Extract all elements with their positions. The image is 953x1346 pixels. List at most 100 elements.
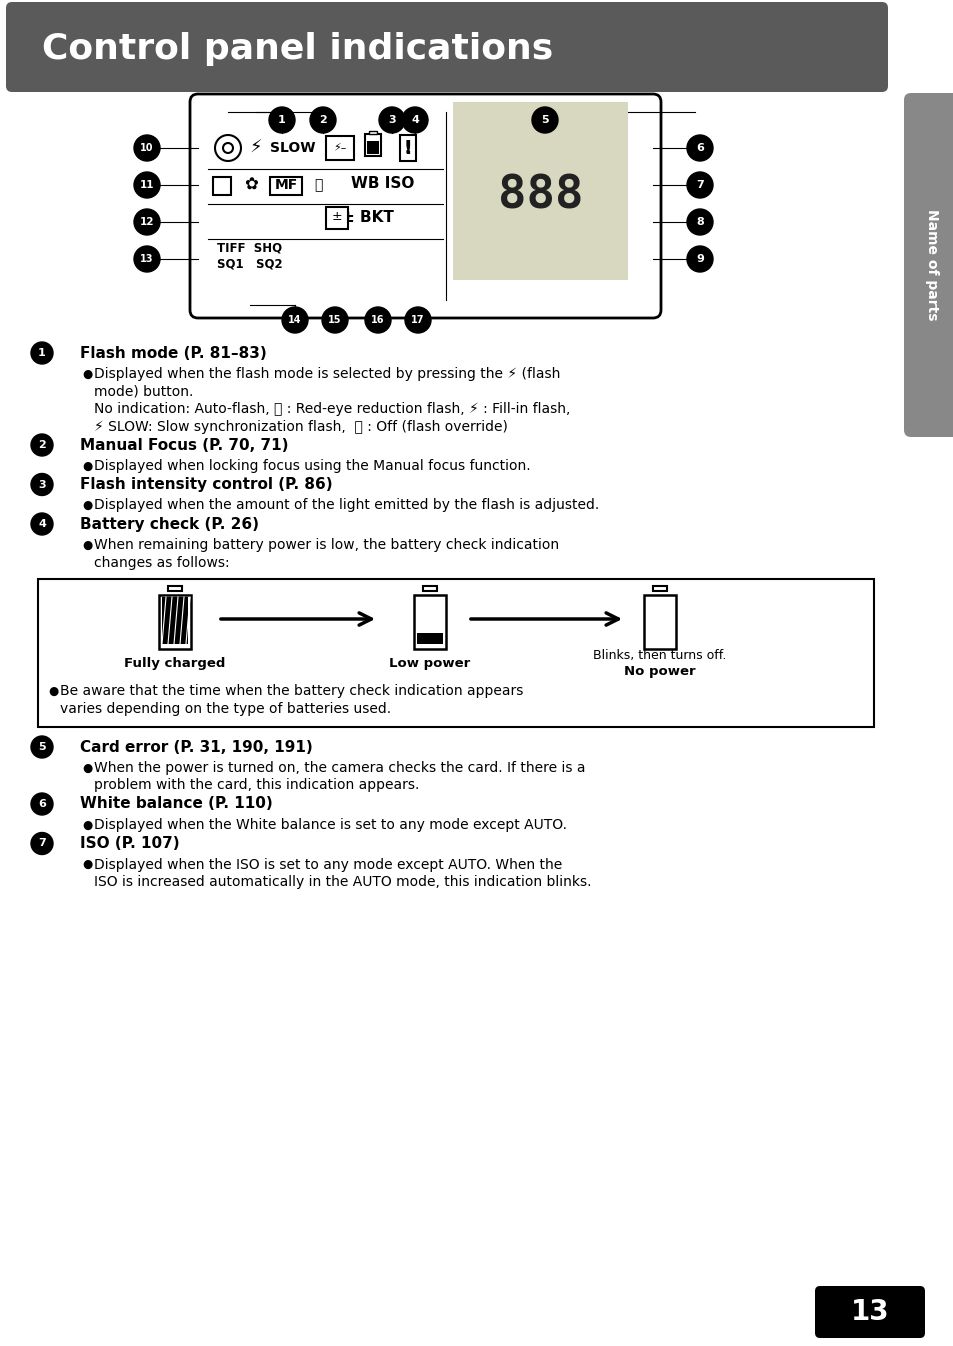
Circle shape <box>133 209 160 236</box>
Text: changes as follows:: changes as follows: <box>94 556 230 569</box>
Bar <box>326 136 354 160</box>
Text: ●: ● <box>82 818 92 832</box>
Text: 3: 3 <box>38 479 46 490</box>
FancyBboxPatch shape <box>190 94 660 318</box>
Circle shape <box>30 832 53 855</box>
Text: 5: 5 <box>540 114 548 125</box>
Circle shape <box>532 106 558 133</box>
Text: 10: 10 <box>140 143 153 153</box>
Text: 12: 12 <box>139 217 154 227</box>
Bar <box>422 586 436 591</box>
Text: mode) button.: mode) button. <box>94 385 193 398</box>
Circle shape <box>405 307 431 332</box>
Bar <box>326 207 348 229</box>
FancyBboxPatch shape <box>814 1285 924 1338</box>
Text: 5: 5 <box>38 742 46 752</box>
Circle shape <box>133 172 160 198</box>
Circle shape <box>686 172 712 198</box>
Circle shape <box>401 106 428 133</box>
Text: SQ1   SQ2: SQ1 SQ2 <box>217 257 282 271</box>
Circle shape <box>686 135 712 162</box>
Text: Card error (P. 31, 190, 191): Card error (P. 31, 190, 191) <box>80 739 313 755</box>
Text: Be aware that the time when the battery check indication appears: Be aware that the time when the battery … <box>60 684 523 699</box>
Text: Battery check (P. 26): Battery check (P. 26) <box>80 517 258 532</box>
Text: 1: 1 <box>278 114 286 125</box>
Circle shape <box>30 736 53 758</box>
Bar <box>453 102 627 280</box>
Text: Displayed when the ISO is set to any mode except AUTO. When the: Displayed when the ISO is set to any mod… <box>94 857 561 871</box>
Text: 888: 888 <box>497 174 582 218</box>
Bar <box>270 178 302 195</box>
Text: Manual Focus (P. 70, 71): Manual Focus (P. 70, 71) <box>80 437 288 452</box>
Circle shape <box>378 106 405 133</box>
Text: TIFF  SHQ: TIFF SHQ <box>217 241 282 254</box>
Circle shape <box>30 433 53 456</box>
Text: varies depending on the type of batteries used.: varies depending on the type of batterie… <box>60 701 391 716</box>
Text: ⚡ SLOW: Slow synchronization flash,  ⓢ : Off (flash override): ⚡ SLOW: Slow synchronization flash, ⓢ : … <box>94 420 507 433</box>
Bar <box>162 598 188 643</box>
Text: 14: 14 <box>288 315 301 324</box>
Text: ●: ● <box>82 857 92 871</box>
Circle shape <box>133 135 160 162</box>
Text: 6: 6 <box>696 143 703 153</box>
Circle shape <box>365 307 391 332</box>
Text: 2: 2 <box>38 440 46 450</box>
Text: ●: ● <box>82 459 92 472</box>
Bar <box>416 633 442 643</box>
Bar <box>168 586 182 591</box>
Text: WB ISO: WB ISO <box>351 175 415 191</box>
Circle shape <box>322 307 348 332</box>
Circle shape <box>686 209 712 236</box>
Text: MF: MF <box>274 178 297 192</box>
Bar <box>369 131 376 135</box>
Text: Displayed when the White balance is set to any mode except AUTO.: Displayed when the White balance is set … <box>94 818 566 832</box>
Bar <box>365 135 380 156</box>
Circle shape <box>282 307 308 332</box>
Text: ISO (P. 107): ISO (P. 107) <box>80 836 179 851</box>
Circle shape <box>30 474 53 495</box>
Text: When the power is turned on, the camera checks the card. If there is a: When the power is turned on, the camera … <box>94 760 585 775</box>
Text: 6: 6 <box>38 800 46 809</box>
Bar <box>414 595 446 649</box>
Text: ⚡: ⚡ <box>250 139 262 157</box>
Text: ✿: ✿ <box>244 176 257 194</box>
Text: 4: 4 <box>411 114 418 125</box>
Circle shape <box>686 246 712 272</box>
Text: 15: 15 <box>328 315 341 324</box>
Text: 13: 13 <box>140 254 153 264</box>
Text: problem with the card, this indication appears.: problem with the card, this indication a… <box>94 778 419 793</box>
Text: Fully charged: Fully charged <box>124 657 226 669</box>
Text: ●: ● <box>82 538 92 552</box>
Text: Displayed when the flash mode is selected by pressing the ⚡ (flash: Displayed when the flash mode is selecte… <box>94 367 559 381</box>
Text: ●: ● <box>82 367 92 381</box>
Text: ±: ± <box>332 210 342 223</box>
Text: ●: ● <box>48 685 58 697</box>
Text: 8: 8 <box>696 217 703 227</box>
Text: Control panel indications: Control panel indications <box>42 32 553 66</box>
Text: 🎤: 🎤 <box>314 178 322 192</box>
Bar <box>399 135 416 162</box>
Text: Low power: Low power <box>389 657 470 669</box>
Text: Displayed when locking focus using the Manual focus function.: Displayed when locking focus using the M… <box>94 459 530 472</box>
Text: Displayed when the amount of the light emitted by the flash is adjusted.: Displayed when the amount of the light e… <box>94 498 598 513</box>
Bar <box>367 141 378 153</box>
Bar <box>652 586 666 591</box>
Circle shape <box>30 793 53 814</box>
FancyBboxPatch shape <box>903 93 953 437</box>
Bar <box>159 595 191 649</box>
Text: Blinks, then turns off.: Blinks, then turns off. <box>593 649 726 661</box>
Text: 7: 7 <box>38 839 46 848</box>
Text: ± BKT: ± BKT <box>342 210 394 225</box>
Bar <box>643 595 676 649</box>
Text: 9: 9 <box>696 254 703 264</box>
Text: No indication: Auto-flash, ⓞ : Red-eye reduction flash, ⚡ : Fill-in flash,: No indication: Auto-flash, ⓞ : Red-eye r… <box>94 402 570 416</box>
Circle shape <box>133 246 160 272</box>
Text: !: ! <box>403 139 412 157</box>
Text: Flash mode (P. 81–83): Flash mode (P. 81–83) <box>80 346 267 361</box>
Text: 16: 16 <box>371 315 384 324</box>
Text: ●: ● <box>82 762 92 774</box>
Text: No power: No power <box>623 665 695 678</box>
Text: 3: 3 <box>388 114 395 125</box>
Text: ⚡–: ⚡– <box>333 143 346 153</box>
Text: SLOW: SLOW <box>270 141 315 155</box>
